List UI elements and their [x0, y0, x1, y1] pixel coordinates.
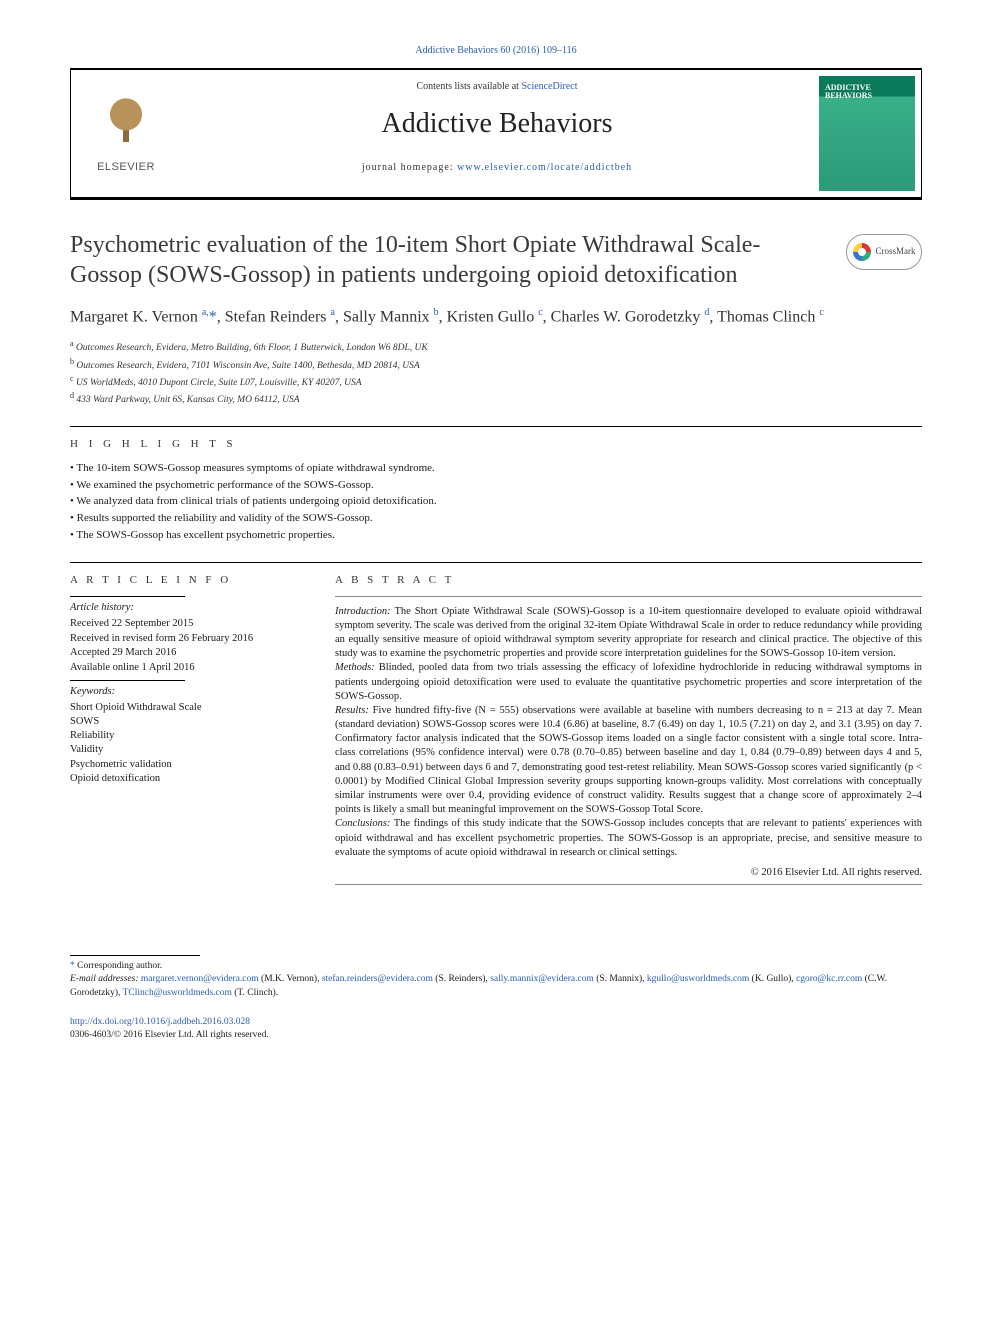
doi-link[interactable]: http://dx.doi.org/10.1016/j.addbeh.2016.… [70, 1017, 250, 1027]
corr-author-note: Corresponding author. [77, 961, 162, 971]
footnotes: * Corresponding author. E-mail addresses… [70, 960, 922, 1000]
publisher-logo: ELSEVIER [71, 70, 181, 197]
author-email-link[interactable]: TClinch@usworldmeds.com [123, 988, 232, 998]
highlight-item: The SOWS-Gossop has excellent psychometr… [70, 527, 922, 544]
keywords-list: Short Opioid Withdrawal ScaleSOWSReliabi… [70, 701, 295, 786]
highlight-item: The 10-item SOWS-Gossop measures symptom… [70, 460, 922, 477]
crossmark-icon [853, 243, 871, 261]
keyword: Reliability [70, 729, 295, 743]
sciencedirect-link[interactable]: ScienceDirect [521, 81, 577, 92]
journal-cover-thumb: ADDICTIVE BEHAVIORS [819, 76, 915, 191]
abstract-text: Introduction: The Short Opiate Withdrawa… [335, 605, 922, 860]
author-email-link[interactable]: sally.mannix@evidera.com [490, 974, 594, 984]
abstract-section: A B S T R A C T Introduction: The Short … [335, 573, 922, 895]
journal-homepage: journal homepage: www.elsevier.com/locat… [181, 161, 813, 175]
journal-name: Addictive Behaviors [181, 105, 813, 143]
doi-block: http://dx.doi.org/10.1016/j.addbeh.2016.… [70, 1016, 922, 1042]
email-addresses: E-mail addresses: margaret.vernon@evider… [70, 973, 922, 1000]
author-email-link[interactable]: cgoro@kc.rr.com [796, 974, 862, 984]
author-email-link[interactable]: margaret.vernon@evidera.com [141, 974, 259, 984]
crossmark-label: CrossMark [876, 245, 916, 257]
highlight-item: We analyzed data from clinical trials of… [70, 493, 922, 510]
article-title: Psychometric evaluation of the 10-item S… [70, 230, 828, 290]
author-list: Margaret K. Vernon a,*, Stefan Reinders … [70, 306, 922, 329]
highlights-section: H I G H L I G H T S The 10-item SOWS-Gos… [70, 437, 922, 544]
keyword: Short Opioid Withdrawal Scale [70, 701, 295, 715]
contents-line: Contents lists available at ScienceDirec… [181, 80, 813, 94]
copyright-line: © 2016 Elsevier Ltd. All rights reserved… [335, 866, 922, 880]
running-head: Addictive Behaviors 60 (2016) 109–116 [70, 44, 922, 58]
keywords-label: Keywords: [70, 685, 295, 699]
divider [70, 562, 922, 563]
author-email-link[interactable]: kgullo@usworldmeds.com [647, 974, 749, 984]
keyword: SOWS [70, 715, 295, 729]
keyword: Psychometric validation [70, 758, 295, 772]
highlight-item: Results supported the reliability and va… [70, 510, 922, 527]
crossmark-badge[interactable]: CrossMark [846, 234, 922, 270]
issn-copyright: 0306-4603/© 2016 Elsevier Ltd. All right… [70, 1030, 269, 1040]
history-label: Article history: [70, 601, 295, 615]
highlight-item: We examined the psychometric performance… [70, 477, 922, 494]
publisher-name: ELSEVIER [97, 160, 155, 175]
highlights-heading: H I G H L I G H T S [70, 437, 922, 452]
footnote-rule [70, 955, 200, 956]
keyword: Opioid detoxification [70, 772, 295, 786]
affiliations: a Outcomes Research, Evidera, Metro Buil… [70, 338, 922, 408]
running-head-link[interactable]: Addictive Behaviors 60 (2016) 109–116 [415, 45, 576, 56]
elsevier-tree-icon [94, 92, 158, 156]
keyword: Validity [70, 743, 295, 757]
cover-title: ADDICTIVE BEHAVIORS [825, 84, 909, 102]
article-history: Received 22 September 2015Received in re… [70, 617, 295, 676]
article-info-heading: A R T I C L E I N F O [70, 573, 295, 588]
abstract-heading: A B S T R A C T [335, 573, 922, 588]
author-email-link[interactable]: stefan.reinders@evidera.com [322, 974, 433, 984]
journal-homepage-link[interactable]: www.elsevier.com/locate/addictbeh [457, 162, 632, 173]
highlights-list: The 10-item SOWS-Gossop measures symptom… [70, 460, 922, 544]
article-info: A R T I C L E I N F O Article history: R… [70, 573, 295, 895]
journal-header: ELSEVIER Contents lists available at Sci… [70, 68, 922, 200]
divider [70, 426, 922, 427]
